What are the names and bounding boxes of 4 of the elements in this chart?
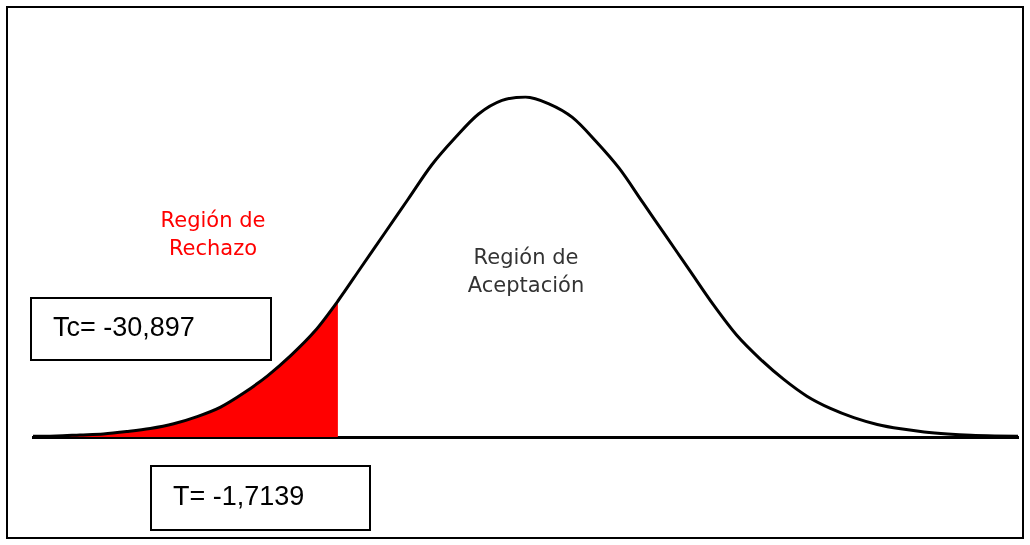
annotation: Región de Aceptación — [467, 245, 585, 298]
text: T= -1,7139 — [173, 481, 305, 512]
annotation: Tc= -30,897 — [53, 312, 195, 343]
annotation: Región de Rechazo — [160, 208, 266, 261]
